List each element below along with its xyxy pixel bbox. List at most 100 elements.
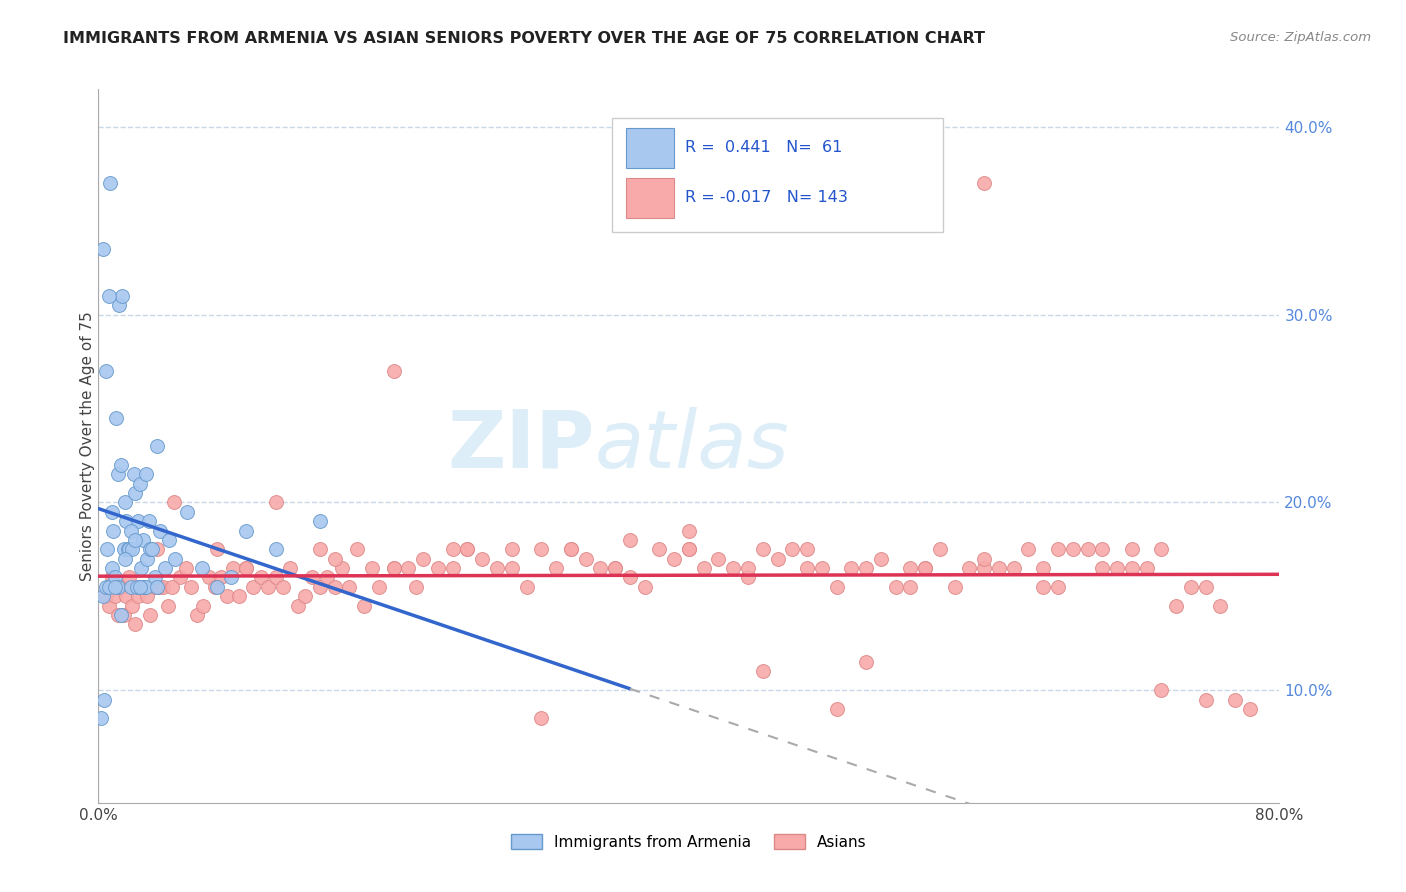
Point — [264, 542, 287, 557]
Point — [149, 524, 172, 538]
Point — [242, 580, 264, 594]
Point — [900, 580, 922, 594]
Point — [825, 702, 848, 716]
Point — [205, 542, 228, 557]
Point — [98, 176, 121, 190]
Point — [228, 589, 250, 603]
Point — [825, 580, 848, 594]
Point — [382, 561, 405, 575]
Point — [107, 467, 129, 482]
Point — [1225, 692, 1247, 706]
Point — [900, 561, 922, 575]
Point — [111, 289, 134, 303]
Point — [115, 514, 138, 528]
FancyBboxPatch shape — [626, 128, 673, 168]
Point — [124, 486, 146, 500]
Point — [204, 580, 226, 594]
Point — [114, 495, 136, 509]
Point — [323, 580, 346, 594]
Point — [280, 561, 302, 575]
Point — [412, 551, 434, 566]
Point — [153, 561, 176, 575]
Point — [97, 289, 120, 303]
Point — [516, 580, 538, 594]
Point — [146, 439, 169, 453]
Point — [346, 542, 368, 557]
Point — [118, 542, 141, 557]
Point — [619, 533, 641, 547]
Point — [134, 580, 156, 594]
Point — [148, 580, 170, 594]
Point — [1166, 599, 1188, 613]
Point — [127, 514, 149, 528]
Point — [427, 561, 450, 575]
Point — [855, 561, 877, 575]
Point — [127, 589, 149, 603]
Point — [135, 580, 157, 594]
Point — [405, 580, 427, 594]
FancyBboxPatch shape — [626, 178, 673, 218]
Point — [205, 580, 228, 594]
Point — [530, 711, 553, 725]
Point — [115, 589, 138, 603]
Point — [134, 580, 156, 594]
Point — [471, 551, 494, 566]
Point — [929, 542, 952, 557]
Point — [120, 580, 142, 594]
Point — [132, 533, 155, 547]
Point — [973, 551, 995, 566]
Point — [339, 580, 361, 594]
Point — [120, 524, 142, 538]
Point — [796, 561, 818, 575]
Point — [146, 542, 169, 557]
Point — [752, 665, 775, 679]
Point — [855, 655, 877, 669]
Point — [1091, 561, 1114, 575]
Point — [1150, 542, 1173, 557]
Point — [193, 599, 215, 613]
Point — [108, 298, 131, 312]
Point — [648, 542, 671, 557]
Point — [139, 542, 162, 557]
Point — [841, 561, 863, 575]
Point — [143, 570, 166, 584]
Point — [257, 580, 280, 594]
Point — [110, 580, 132, 594]
Point — [121, 542, 143, 557]
Point — [129, 561, 152, 575]
Point — [104, 580, 127, 594]
Point — [100, 505, 122, 519]
Point — [105, 410, 128, 425]
Point — [271, 580, 294, 594]
Point — [575, 551, 598, 566]
Point — [309, 514, 332, 528]
Point — [198, 570, 221, 584]
Point — [215, 589, 238, 603]
Point — [323, 551, 346, 566]
Text: R =  0.441   N=  61: R = 0.441 N= 61 — [685, 140, 842, 155]
Point — [191, 561, 214, 575]
Point — [138, 514, 160, 528]
Point — [664, 551, 686, 566]
Point — [118, 570, 141, 584]
FancyBboxPatch shape — [612, 118, 943, 232]
Point — [162, 580, 183, 594]
Point — [209, 570, 232, 584]
Point — [235, 561, 257, 575]
Point — [129, 580, 152, 594]
Point — [330, 561, 353, 575]
Point — [546, 561, 568, 575]
Point — [1195, 692, 1218, 706]
Point — [1121, 561, 1143, 575]
Point — [125, 580, 148, 594]
Point — [693, 561, 716, 575]
Point — [157, 533, 180, 547]
Point — [959, 561, 981, 575]
Point — [309, 580, 332, 594]
Point — [973, 561, 995, 575]
Point — [100, 570, 122, 584]
Point — [90, 711, 112, 725]
Point — [1195, 580, 1218, 594]
Point — [165, 551, 187, 566]
Point — [1032, 561, 1054, 575]
